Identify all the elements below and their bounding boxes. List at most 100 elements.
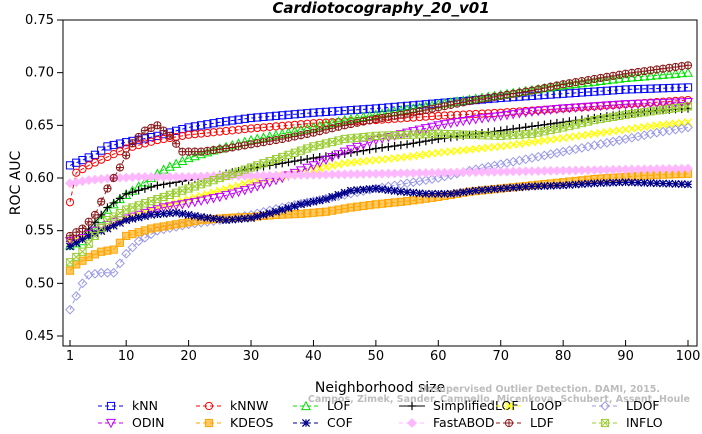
data-point bbox=[546, 181, 555, 190]
data-point bbox=[384, 142, 393, 151]
data-point bbox=[652, 84, 661, 93]
data-point bbox=[165, 209, 174, 218]
data-point bbox=[290, 110, 299, 119]
data-point bbox=[108, 218, 119, 228]
data-point bbox=[614, 100, 625, 110]
data-point bbox=[334, 106, 343, 116]
data-point bbox=[109, 140, 118, 150]
data-point bbox=[564, 103, 575, 114]
data-point bbox=[626, 72, 637, 82]
data-point bbox=[577, 88, 586, 97]
data-point bbox=[665, 179, 674, 188]
data-point bbox=[558, 80, 569, 90]
data-point bbox=[290, 157, 299, 166]
data-point bbox=[315, 108, 324, 117]
x-tick-label: 40 bbox=[305, 349, 322, 364]
data-point bbox=[409, 188, 418, 197]
data-point bbox=[234, 215, 243, 224]
data-point bbox=[646, 178, 655, 188]
data-point bbox=[97, 226, 106, 236]
data-point bbox=[240, 114, 249, 123]
data-point bbox=[452, 188, 462, 198]
data-point bbox=[315, 196, 324, 205]
data-point bbox=[189, 150, 200, 161]
legend-swatch-marker bbox=[600, 401, 610, 411]
data-point bbox=[420, 124, 431, 134]
data-point bbox=[115, 139, 125, 148]
data-point bbox=[651, 99, 662, 109]
data-point bbox=[676, 67, 687, 78]
data-point bbox=[396, 187, 405, 196]
legend-label: FastABOD bbox=[433, 415, 495, 430]
data-point bbox=[309, 153, 318, 163]
data-point bbox=[646, 84, 655, 93]
data-point bbox=[259, 112, 268, 122]
data-point bbox=[620, 100, 631, 110]
data-point bbox=[202, 147, 213, 157]
data-point bbox=[321, 162, 331, 172]
data-point bbox=[364, 138, 375, 148]
data-point bbox=[309, 108, 318, 117]
data-point bbox=[284, 203, 293, 213]
data-point bbox=[576, 103, 587, 113]
data-point bbox=[446, 189, 455, 198]
data-point bbox=[140, 134, 150, 143]
data-point bbox=[77, 278, 88, 289]
data-point bbox=[609, 178, 618, 187]
data-point bbox=[252, 182, 263, 192]
data-point bbox=[589, 102, 600, 112]
data-point bbox=[477, 186, 487, 195]
data-point bbox=[640, 178, 649, 187]
data-point bbox=[321, 107, 331, 116]
data-point bbox=[639, 71, 650, 81]
data-point bbox=[534, 121, 543, 130]
data-point bbox=[122, 138, 131, 147]
data-point bbox=[446, 111, 455, 120]
x-tick-label: 80 bbox=[555, 349, 572, 364]
data-point bbox=[196, 129, 206, 138]
data-point bbox=[645, 70, 656, 80]
data-point bbox=[233, 187, 244, 198]
data-point bbox=[103, 184, 112, 193]
data-point bbox=[97, 197, 106, 206]
data-point bbox=[559, 89, 568, 98]
y-tick-label: 0.45 bbox=[25, 329, 54, 344]
data-point bbox=[501, 110, 513, 121]
data-point bbox=[97, 146, 106, 155]
data-point bbox=[440, 111, 449, 120]
data-point bbox=[552, 181, 561, 190]
data-point bbox=[615, 85, 624, 95]
data-point bbox=[202, 195, 213, 205]
data-point bbox=[78, 235, 87, 244]
data-point bbox=[627, 85, 636, 94]
data-point bbox=[683, 83, 693, 92]
data-point bbox=[396, 141, 405, 150]
data-point bbox=[72, 228, 81, 237]
data-point bbox=[590, 179, 599, 188]
legend-item: LDOF bbox=[592, 398, 660, 413]
data-point bbox=[440, 189, 449, 198]
data-point bbox=[621, 178, 630, 187]
data-point bbox=[296, 200, 306, 209]
x-tick-label: 70 bbox=[492, 349, 509, 364]
legend-item: KDEOS bbox=[196, 415, 274, 430]
data-point bbox=[527, 122, 537, 131]
data-point bbox=[471, 109, 480, 119]
data-point bbox=[147, 210, 156, 219]
data-point bbox=[153, 131, 162, 140]
data-point bbox=[584, 179, 593, 188]
data-point bbox=[371, 184, 380, 193]
data-point bbox=[296, 120, 306, 129]
data-point bbox=[190, 211, 199, 220]
data-point bbox=[527, 182, 536, 191]
data-point bbox=[228, 215, 237, 224]
data-point bbox=[484, 185, 493, 194]
data-point bbox=[153, 135, 162, 145]
data-point bbox=[320, 155, 331, 166]
data-point bbox=[490, 185, 499, 194]
data-point bbox=[671, 83, 680, 92]
data-point bbox=[221, 126, 231, 136]
y-axis: 0.45 0.50 0.55 0.60 0.65 0.70 0.75 bbox=[25, 13, 63, 344]
data-point bbox=[190, 122, 199, 131]
data-point bbox=[415, 138, 424, 147]
